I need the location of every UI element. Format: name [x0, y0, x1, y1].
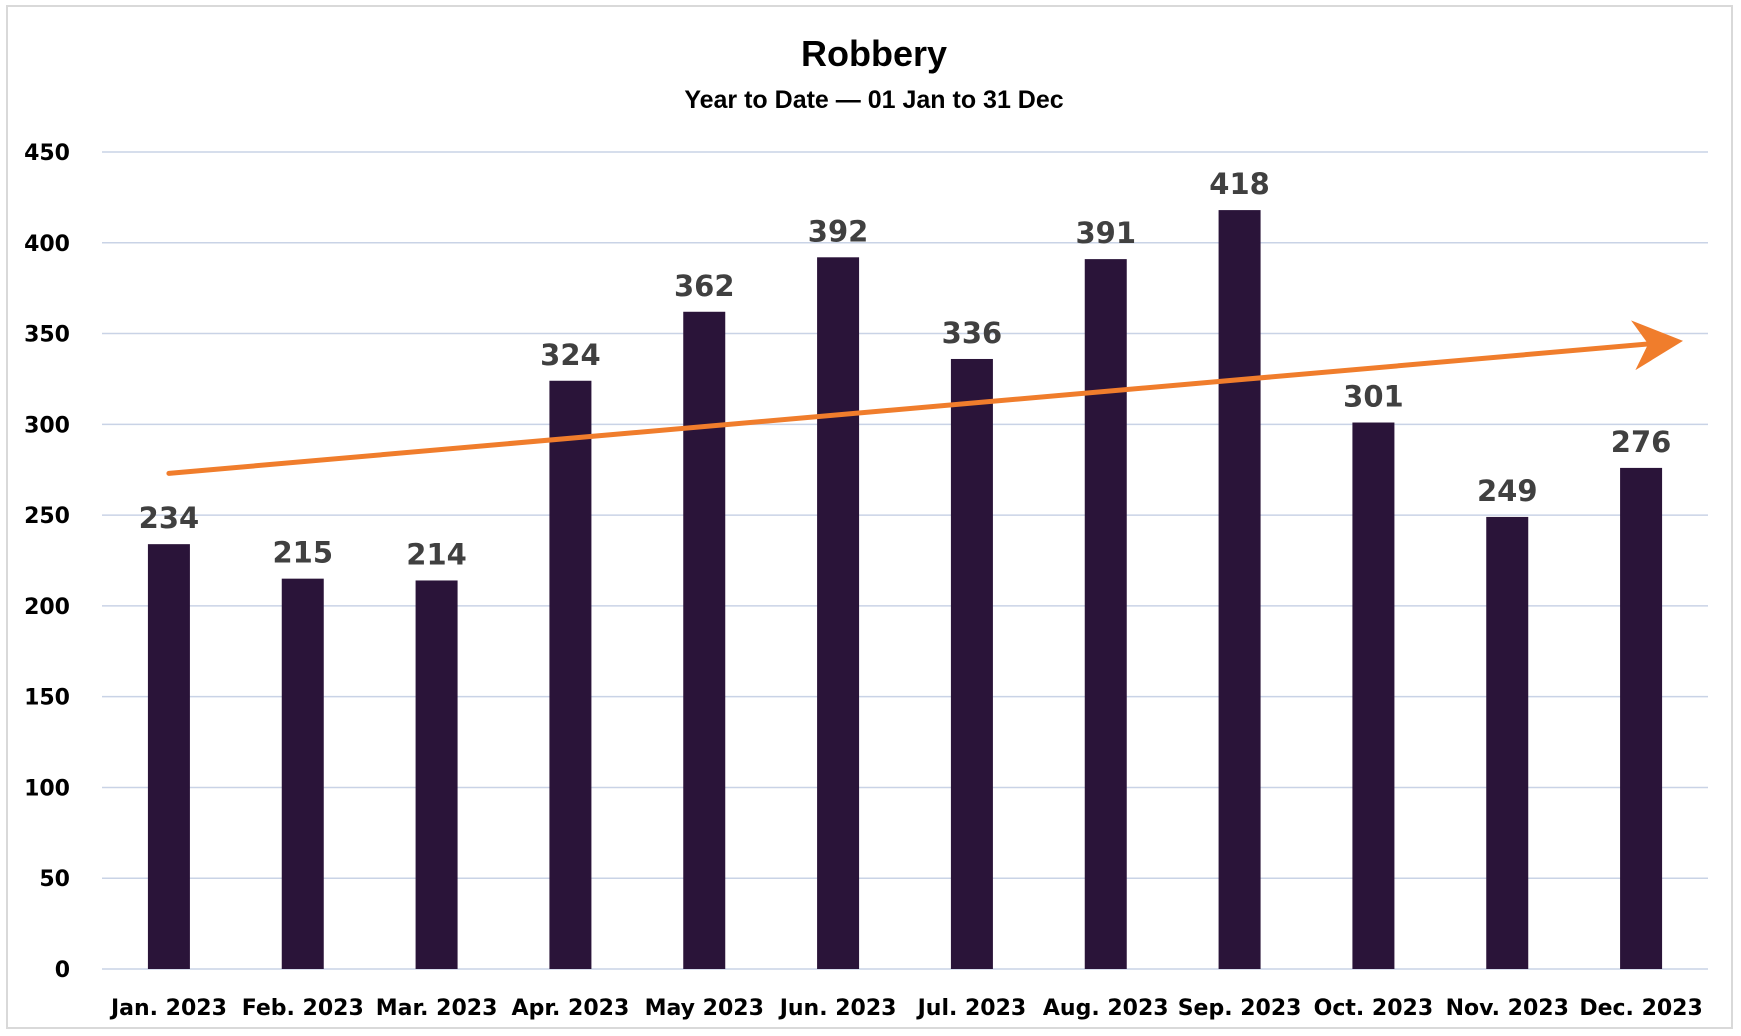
x-tick-label: Jan. 2023	[109, 996, 227, 1021]
data-label: 301	[1343, 380, 1404, 414]
y-tick-label: 100	[24, 776, 70, 801]
data-label: 324	[540, 338, 601, 372]
chart-title: Robbery	[801, 33, 947, 74]
bar-may-2023	[683, 311, 726, 969]
data-label: 418	[1209, 167, 1270, 201]
x-tick-label: Jun. 2023	[778, 996, 897, 1021]
bar-mar-2023	[415, 580, 458, 969]
bar-jan-2023	[147, 544, 190, 969]
bar-sep-2023	[1218, 210, 1261, 969]
bar-aug-2023	[1084, 259, 1127, 969]
bar-dec-2023	[1620, 467, 1663, 969]
x-tick-label: Apr. 2023	[512, 996, 630, 1021]
bar-feb-2023	[281, 578, 324, 969]
x-tick-label: Nov. 2023	[1446, 996, 1569, 1021]
y-tick-label: 200	[24, 595, 70, 620]
x-tick-label: Jul. 2023	[916, 996, 1027, 1021]
bar-nov-2023	[1486, 516, 1529, 969]
y-tick-label: 400	[24, 232, 70, 257]
data-label: 336	[942, 316, 1003, 350]
y-tick-label: 350	[24, 323, 70, 348]
y-tick-label: 250	[24, 504, 70, 529]
x-tick-label: Oct. 2023	[1314, 996, 1434, 1021]
y-tick-label: 0	[55, 958, 70, 983]
bars	[147, 210, 1663, 969]
data-label: 234	[139, 501, 200, 535]
trend-arrow	[166, 320, 1684, 476]
data-label: 362	[674, 269, 735, 303]
data-label: 276	[1611, 425, 1672, 459]
gridlines	[102, 151, 1708, 970]
chart-subtitle: Year to Date — 01 Jan to 31 Dec	[684, 86, 1063, 114]
bar-apr-2023	[549, 380, 592, 969]
y-tick-label: 450	[24, 141, 70, 166]
y-axis-ticks: 0 50 100 150 200 250 300 350 400 450	[24, 141, 70, 983]
data-label: 392	[808, 214, 869, 248]
bar-oct-2023	[1352, 422, 1395, 969]
x-tick-label: Dec. 2023	[1579, 996, 1702, 1021]
x-tick-label: Sep. 2023	[1178, 996, 1302, 1021]
x-tick-label: Aug. 2023	[1043, 996, 1169, 1021]
x-axis-ticks: Jan. 2023 Feb. 2023 Mar. 2023 Apr. 2023 May …	[109, 996, 1703, 1021]
data-label: 249	[1477, 474, 1538, 508]
x-tick-label: May 2023	[645, 996, 764, 1021]
data-label: 215	[272, 536, 333, 570]
bar-jun-2023	[817, 257, 860, 969]
y-tick-label: 50	[39, 867, 70, 892]
x-tick-label: Mar. 2023	[376, 996, 498, 1021]
data-label: 391	[1075, 216, 1136, 250]
x-tick-label: Feb. 2023	[242, 996, 364, 1021]
y-tick-label: 300	[24, 413, 70, 438]
y-tick-label: 150	[24, 686, 70, 711]
data-label: 214	[406, 537, 467, 571]
bar-jul-2023	[950, 358, 993, 969]
data-labels: 234 215 214 324 362 392 336 391 418 301 249 276	[139, 167, 1672, 571]
